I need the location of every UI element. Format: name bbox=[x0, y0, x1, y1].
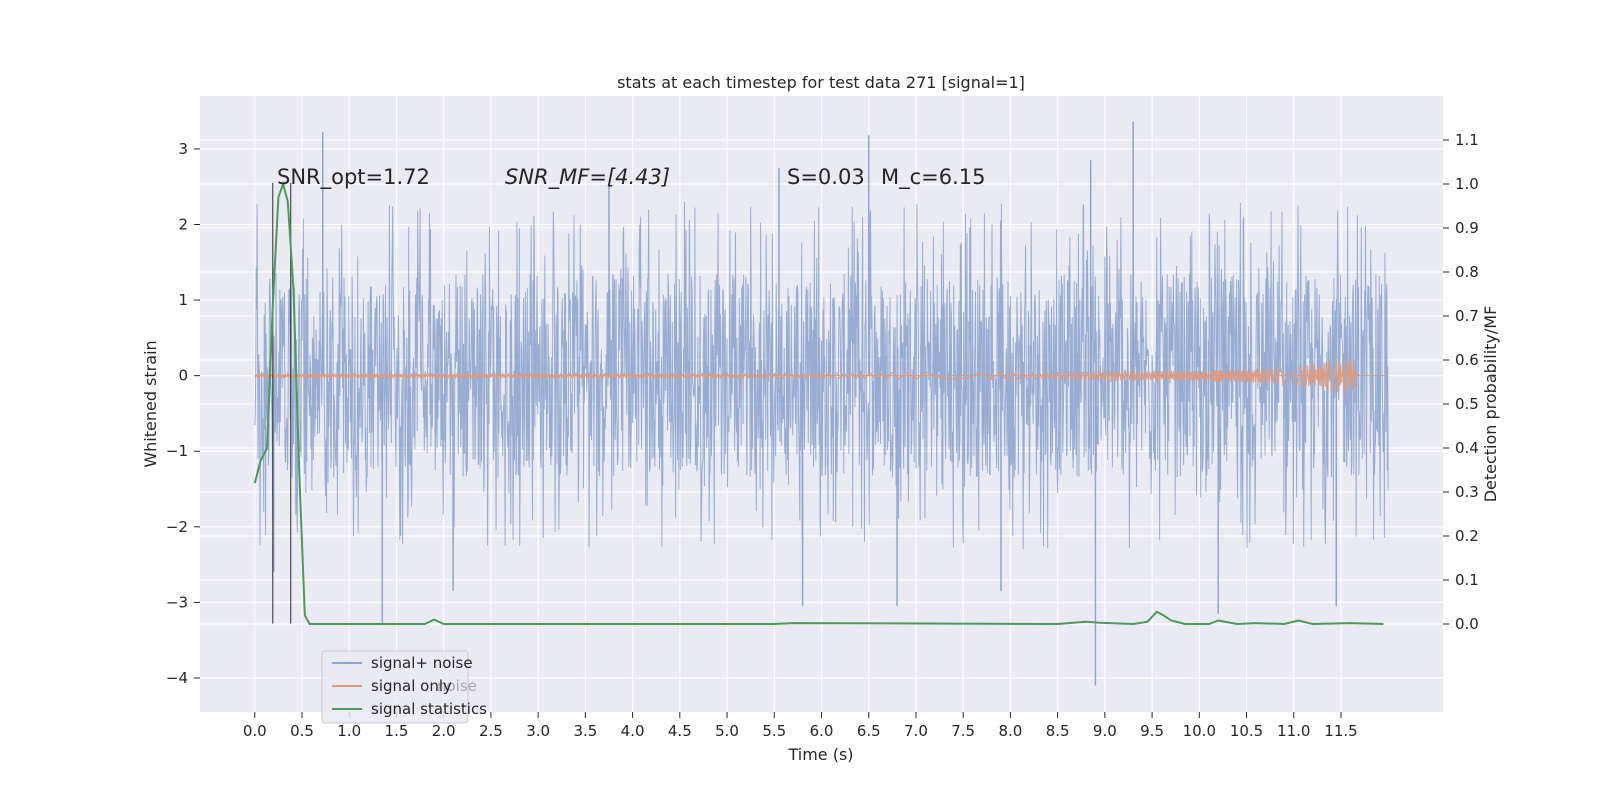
x-tick-label: 10.0 bbox=[1183, 722, 1216, 740]
y2-axis-label: Detection probability/MF bbox=[1481, 306, 1500, 503]
y2-tick-label: 0.5 bbox=[1455, 395, 1479, 413]
y-tick-label: 2 bbox=[178, 215, 188, 233]
annotations: SNR_opt=1.72 SNR_MF=[4.43] S=0.03 M_c=6.… bbox=[277, 165, 986, 190]
annotation-mc: M_c=6.15 bbox=[881, 165, 986, 190]
x-tick-label: 4.0 bbox=[621, 722, 645, 740]
x-tick-label: 11.0 bbox=[1277, 722, 1310, 740]
y-tick-label: −1 bbox=[166, 442, 188, 460]
x-tick-label: 9.5 bbox=[1140, 722, 1164, 740]
y2-tick-label: 0.4 bbox=[1455, 439, 1479, 457]
x-tick-label: 6.0 bbox=[810, 722, 834, 740]
x-tick-label: 5.0 bbox=[715, 722, 739, 740]
legend-label-signal: signal only bbox=[371, 677, 452, 695]
annotation-snr-opt: SNR_opt=1.72 bbox=[277, 165, 430, 190]
x-tick-label: 4.5 bbox=[668, 722, 692, 740]
x-axis-ticks: 0.0 0.5 1.0 1.5 2.0 2.5 3.0 3.5 4.0 4.5 5.0 5.5 6.0 6… bbox=[243, 712, 1358, 740]
y2-tick-label: 0.9 bbox=[1455, 219, 1479, 237]
annotation-s: S=0.03 bbox=[787, 165, 865, 189]
x-tick-label: 10.5 bbox=[1230, 722, 1263, 740]
signal-statistics-series bbox=[253, 180, 1384, 626]
x-tick-label: 2.0 bbox=[432, 722, 456, 740]
legend-box bbox=[321, 650, 469, 724]
x-tick-label: 0.5 bbox=[290, 722, 314, 740]
y-tick-label: −2 bbox=[166, 518, 188, 536]
y2-tick-label: 1.0 bbox=[1455, 175, 1479, 193]
y2-tick-label: 0.1 bbox=[1455, 571, 1479, 589]
y2-tick-label: 0.2 bbox=[1455, 527, 1479, 545]
signal-only-series bbox=[254, 359, 1389, 393]
signal-plus-noise-line bbox=[254, 201, 1389, 550]
annotation-snr-mf: SNR_MF=[4.43] bbox=[505, 165, 670, 190]
y2-tick-label: 0.3 bbox=[1455, 483, 1479, 501]
legend-label-noise: signal+ noise bbox=[371, 654, 473, 672]
legend-ghost-text: noise bbox=[437, 677, 477, 695]
signal-statistics-line bbox=[253, 180, 1384, 626]
x-tick-label: 8.5 bbox=[1046, 722, 1070, 740]
legend-label-statistics: signal statistics bbox=[371, 700, 487, 718]
y-tick-label: 1 bbox=[178, 291, 188, 309]
y2-tick-label: 0.7 bbox=[1455, 307, 1479, 325]
x-tick-label: 8.0 bbox=[998, 722, 1022, 740]
y-tick-label: −4 bbox=[166, 669, 188, 687]
y2-axis-ticks: 0.0 0.1 0.2 0.3 0.4 0.5 0.6 0.7 0.8 0.9 1.0 1.1 bbox=[1443, 131, 1479, 633]
y-tick-label: −3 bbox=[166, 593, 188, 611]
x-tick-label: 2.5 bbox=[479, 722, 503, 740]
x-tick-label: 6.5 bbox=[857, 722, 881, 740]
x-tick-label: 9.0 bbox=[1093, 722, 1117, 740]
x-tick-label: 11.5 bbox=[1324, 722, 1357, 740]
y-tick-label: 3 bbox=[178, 140, 188, 158]
y2-tick-label: 0.8 bbox=[1455, 263, 1479, 281]
x-tick-label: 5.5 bbox=[762, 722, 786, 740]
x-tick-label: 7.5 bbox=[951, 722, 975, 740]
y-axis-label: Whitened strain bbox=[141, 340, 160, 467]
signal-only-line bbox=[254, 359, 1361, 393]
y-tick-label: 0 bbox=[178, 367, 188, 385]
legend: noise signal+ noise signal only signal s… bbox=[321, 650, 487, 724]
x-tick-label: 0.0 bbox=[243, 722, 267, 740]
x-tick-label: 7.0 bbox=[904, 722, 928, 740]
y2-tick-label: 1.1 bbox=[1455, 131, 1479, 149]
x-tick-label: 1.0 bbox=[337, 722, 361, 740]
x-tick-label: 3.5 bbox=[573, 722, 597, 740]
y2-tick-label: 0.6 bbox=[1455, 351, 1479, 369]
x-tick-label: 3.0 bbox=[526, 722, 550, 740]
chart-title: stats at each timestep for test data 271… bbox=[617, 73, 1025, 92]
signal-plus-noise-series bbox=[254, 121, 1389, 686]
y2-tick-label: 0.0 bbox=[1455, 615, 1479, 633]
x-axis-label: Time (s) bbox=[787, 745, 853, 764]
x-tick-label: 1.5 bbox=[385, 722, 409, 740]
y-axis-ticks: −4 −3 −2 −1 0 1 2 3 bbox=[166, 140, 200, 687]
